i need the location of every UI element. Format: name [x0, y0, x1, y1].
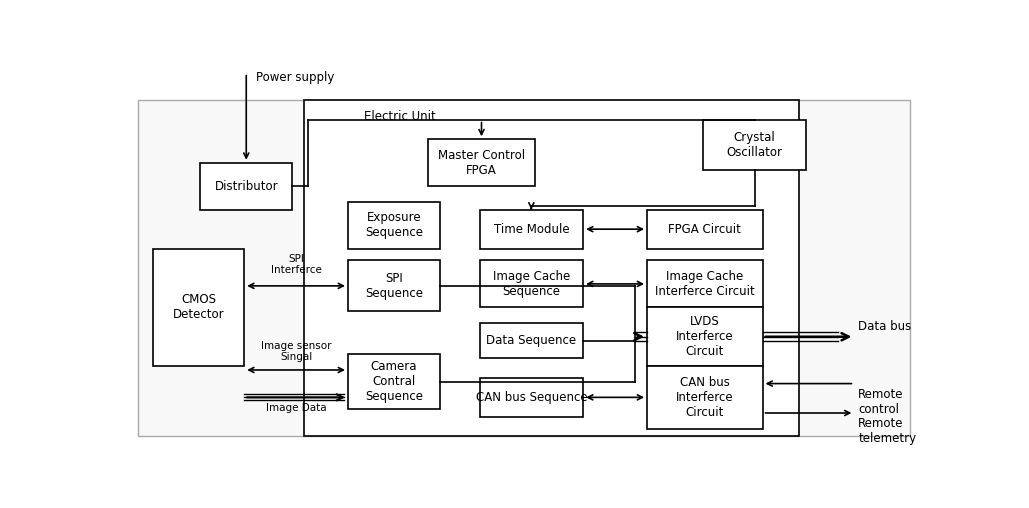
- Text: Distributor: Distributor: [214, 180, 278, 193]
- Bar: [152, 249, 244, 366]
- Text: Data bus: Data bus: [858, 321, 912, 333]
- Text: Master Control
FPGA: Master Control FPGA: [438, 149, 525, 177]
- Text: Image Cache
Sequence: Image Cache Sequence: [493, 270, 570, 298]
- Bar: [480, 323, 583, 358]
- Text: Image sensor
Singal: Image sensor Singal: [260, 340, 331, 362]
- Bar: [348, 355, 439, 409]
- Text: CAN bus Sequence: CAN bus Sequence: [475, 391, 588, 404]
- Bar: [201, 163, 292, 210]
- Text: CAN bus
Interferce
Circuit: CAN bus Interferce Circuit: [676, 376, 734, 419]
- Text: Crystal
Oscillator: Crystal Oscillator: [726, 131, 783, 159]
- Bar: [480, 210, 583, 249]
- Bar: [703, 120, 807, 171]
- Bar: [138, 100, 910, 436]
- Text: Remote
control: Remote control: [858, 388, 903, 416]
- Bar: [480, 378, 583, 417]
- Bar: [305, 100, 799, 436]
- Text: Remote
telemetry: Remote telemetry: [858, 417, 917, 445]
- Text: Time Module: Time Module: [494, 223, 569, 236]
- Text: Image Data: Image Data: [265, 403, 326, 413]
- Text: Exposure
Sequence: Exposure Sequence: [365, 211, 423, 239]
- Bar: [647, 210, 762, 249]
- Bar: [348, 202, 439, 249]
- Text: LVDS
Interferce
Circuit: LVDS Interferce Circuit: [676, 315, 734, 358]
- Bar: [428, 139, 535, 186]
- Text: Image Cache
Interferce Circuit: Image Cache Interferce Circuit: [654, 270, 754, 298]
- Text: Camera
Contral
Sequence: Camera Contral Sequence: [365, 360, 423, 403]
- Bar: [647, 261, 762, 307]
- Text: Electric Unit: Electric Unit: [364, 110, 435, 123]
- Text: FPGA Circuit: FPGA Circuit: [669, 223, 741, 236]
- Bar: [480, 261, 583, 307]
- Bar: [647, 307, 762, 366]
- Text: Data Sequence: Data Sequence: [487, 334, 576, 347]
- Bar: [647, 366, 762, 429]
- Text: Power supply: Power supply: [256, 71, 334, 84]
- Bar: [348, 261, 439, 311]
- Text: SPI
Sequence: SPI Sequence: [365, 272, 423, 300]
- Text: CMOS
Detector: CMOS Detector: [173, 294, 224, 322]
- Text: SPI
Interferce: SPI Interferce: [271, 253, 321, 275]
